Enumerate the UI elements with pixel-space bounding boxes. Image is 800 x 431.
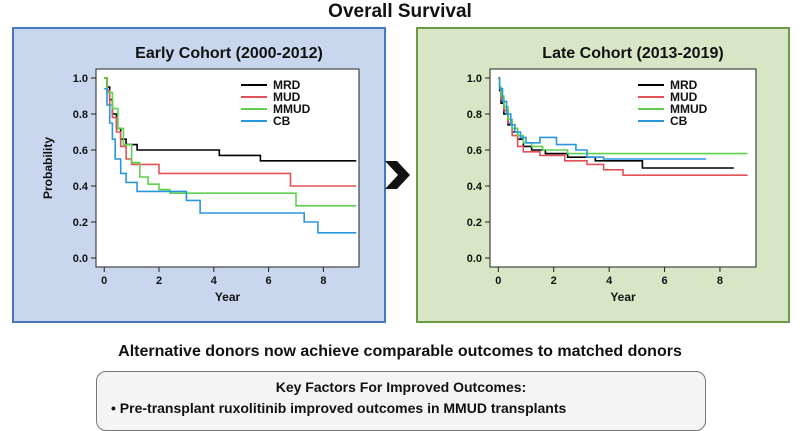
chart-title: Early Cohort (2000-2012) [135, 45, 323, 62]
x-tick-label: 4 [211, 275, 218, 287]
chevron-right-icon [385, 161, 410, 189]
x-tick-label: 6 [266, 275, 272, 287]
x-tick-label: 8 [717, 275, 723, 287]
y-axis-label: Probability [41, 137, 55, 199]
y-tick-label: 0.4 [467, 181, 483, 193]
x-tick-label: 2 [156, 275, 162, 287]
x-axis-label: Year [215, 290, 241, 304]
legend-label: MMUD [670, 102, 708, 116]
late-cohort-panel: Late Cohort (2013-2019) 0 2 4 6 8 0.0 0.2 0.4 0.6… [416, 27, 790, 323]
series-line-cb [104, 88, 357, 234]
legend-label: CB [273, 114, 291, 128]
early-cohort-chart: Early Cohort (2000-2012) 0 2 4 6 8 0.0 0.2 0.4 0.… [41, 45, 360, 304]
key-factor-item: • Pre-transplant ruxolitinib improved ou… [111, 400, 566, 416]
key-factors-box: Key Factors For Improved Outcomes: • Pre… [96, 371, 706, 431]
chart-title: Late Cohort (2013-2019) [542, 45, 723, 62]
legend-label: MUD [273, 90, 301, 104]
y-tick-label: 0.0 [73, 253, 88, 265]
main-title: Overall Survival [328, 1, 472, 22]
plot-area [95, 68, 360, 268]
key-factors-title: Key Factors For Improved Outcomes: [275, 379, 527, 395]
y-tick-label: 0.8 [73, 109, 88, 121]
key-factor-text: Pre-transplant ruxolitinib improved outc… [119, 400, 567, 416]
series-line-mud [104, 77, 357, 187]
series-line-mud [498, 77, 748, 176]
bullet-icon: • [111, 400, 116, 416]
series-line-cb [498, 77, 707, 160]
legend-label: CB [670, 114, 688, 128]
conclusion-text: Alternative donors now achieve comparabl… [118, 343, 682, 360]
y-tick-label: 0.2 [73, 217, 88, 229]
x-tick-label: 0 [495, 275, 501, 287]
legend-label: MMUD [273, 102, 311, 116]
y-tick-label: 0.4 [73, 181, 89, 193]
legend-label: MRD [670, 78, 698, 92]
x-axis-label: Year [610, 290, 636, 304]
late-cohort-chart: Late Cohort (2013-2019) 0 2 4 6 8 0.0 0.2 0.4 0.6… [467, 45, 757, 304]
x-tick-label: 2 [551, 275, 557, 287]
x-tick-label: 4 [606, 275, 613, 287]
legend-label: MUD [670, 90, 698, 104]
legend-label: MRD [273, 78, 301, 92]
y-tick-label: 0.0 [467, 253, 482, 265]
early-cohort-panel: Early Cohort (2000-2012) 0 2 4 6 8 0.0 0.2 0.4 0.… [12, 27, 386, 323]
y-tick-label: 0.2 [467, 217, 482, 229]
y-tick-label: 0.8 [467, 109, 482, 121]
x-tick-label: 0 [101, 275, 107, 287]
x-tick-label: 6 [662, 275, 668, 287]
y-tick-label: 1.0 [73, 73, 88, 85]
y-tick-label: 1.0 [467, 73, 482, 85]
y-tick-label: 0.6 [73, 145, 88, 157]
y-tick-label: 0.6 [467, 145, 482, 157]
x-tick-label: 8 [320, 275, 326, 287]
